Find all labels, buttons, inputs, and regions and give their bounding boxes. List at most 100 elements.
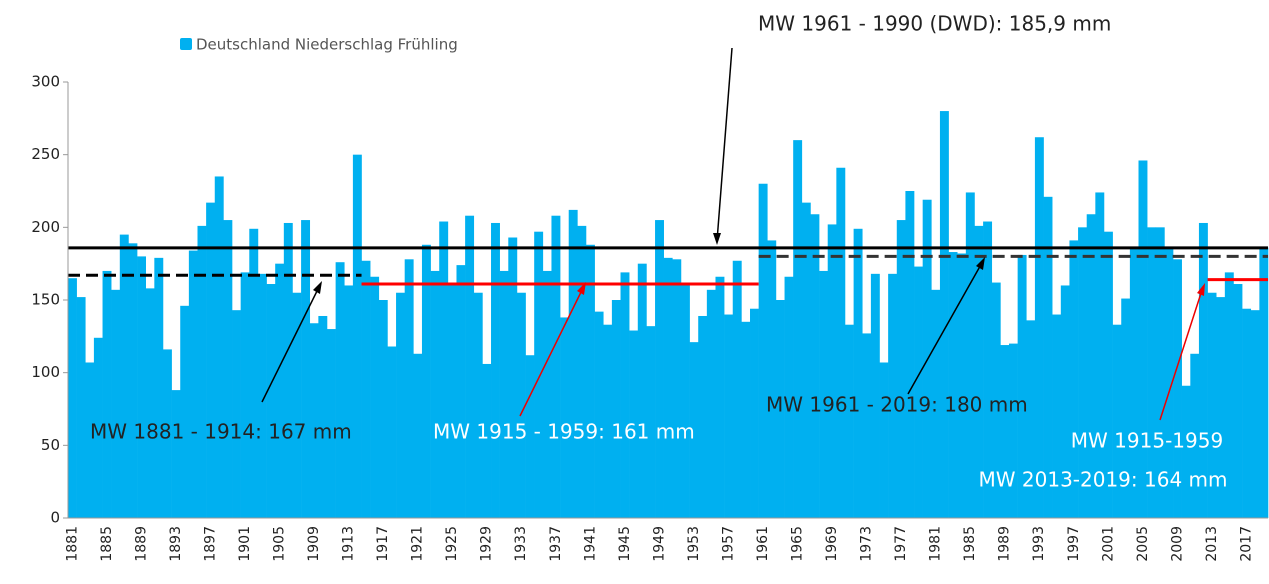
bar [655,220,664,519]
bar [853,228,863,518]
bar [1095,192,1105,518]
y-tick-label: 50 [41,436,60,454]
x-tick-label: 1933 [513,526,529,562]
bar [318,315,328,518]
bar [1207,292,1217,518]
bar [1078,227,1088,519]
bar [689,342,699,518]
annotation: MW 1961 - 1990 (DWD): 185,9 mm [758,12,1111,36]
bar [1190,353,1200,518]
bar [180,305,190,518]
bar [637,263,647,518]
y-tick-label: 150 [31,291,60,309]
bar [352,154,362,518]
bar [1103,231,1113,518]
x-tick-label: 1957 [720,526,736,562]
bar [672,259,682,518]
annotation: MW 1915 - 1959: 161 mm [433,420,695,444]
x-tick-label: 1949 [651,526,667,562]
bar [128,243,138,518]
arrow-head [577,282,586,295]
bar [232,310,241,518]
bar [275,263,285,518]
y-tick-label: 250 [31,145,60,163]
bar [767,240,777,518]
bar [1164,249,1174,518]
bar [939,111,949,519]
bar [1173,259,1182,518]
bar [1034,137,1044,518]
bar [594,311,604,518]
bar [309,323,319,518]
annotation: MW 1881 - 1914: 167 mm [90,420,352,444]
bar [629,330,639,518]
bar [896,220,906,519]
bar [197,225,207,518]
bar [568,209,578,519]
bars [68,111,1269,519]
x-tick-label: 1885 [99,526,115,562]
bar [620,272,630,518]
x-tick-label: 1889 [133,526,149,562]
bar [560,317,570,518]
bar [1181,385,1191,518]
bar [801,202,811,519]
x-tick-label: 1925 [444,526,460,562]
bar [111,289,121,518]
bar [551,215,561,518]
bar [1155,227,1165,519]
bar [724,314,734,518]
bar [1017,254,1027,519]
x-tick-label: 1973 [859,526,875,562]
bar [387,346,397,518]
bar [862,333,872,518]
bar [162,349,172,518]
bar [344,285,354,518]
x-tick-label: 1901 [237,526,253,562]
bar [465,215,475,518]
bar [698,315,708,518]
bar [223,220,233,519]
bar [810,214,820,518]
x-tick-label: 1881 [64,526,80,562]
bar [326,329,336,518]
bar [888,273,898,518]
bar [827,224,837,518]
bar [1000,345,1010,518]
bar [413,353,423,518]
x-tick-label: 1969 [824,526,840,562]
x-tick-label: 1953 [686,526,702,562]
x-tick-label: 1905 [272,526,288,562]
bar [706,289,716,518]
bar [145,288,155,518]
bar [983,221,993,518]
x-tick-label: 1993 [1031,526,1047,562]
bar [378,300,388,518]
bar [1250,310,1260,518]
x-tick-label: 1989 [997,526,1013,562]
x-tick-label: 1997 [1066,526,1082,562]
bar [68,278,77,518]
bar [430,270,440,518]
y-tick-label: 300 [31,73,60,91]
bar [76,297,86,518]
bar [154,257,164,518]
y-tick-label: 0 [50,509,60,527]
bar [663,257,673,518]
bar [257,273,267,518]
bar [1198,222,1208,518]
bar [836,167,846,518]
bar [991,282,1001,518]
bar [534,231,544,518]
bar [905,191,915,518]
bar [715,276,725,518]
annotation: MW 1961 - 2019: 180 mm [766,393,1028,417]
bar [784,276,794,518]
x-tick-label: 1909 [306,526,322,562]
bar [301,220,311,519]
bar [775,300,785,518]
x-tick-label: 1893 [168,526,184,562]
arrow [907,260,984,395]
annotation: MW 1915-1959 [1071,429,1223,453]
bar [516,292,526,518]
